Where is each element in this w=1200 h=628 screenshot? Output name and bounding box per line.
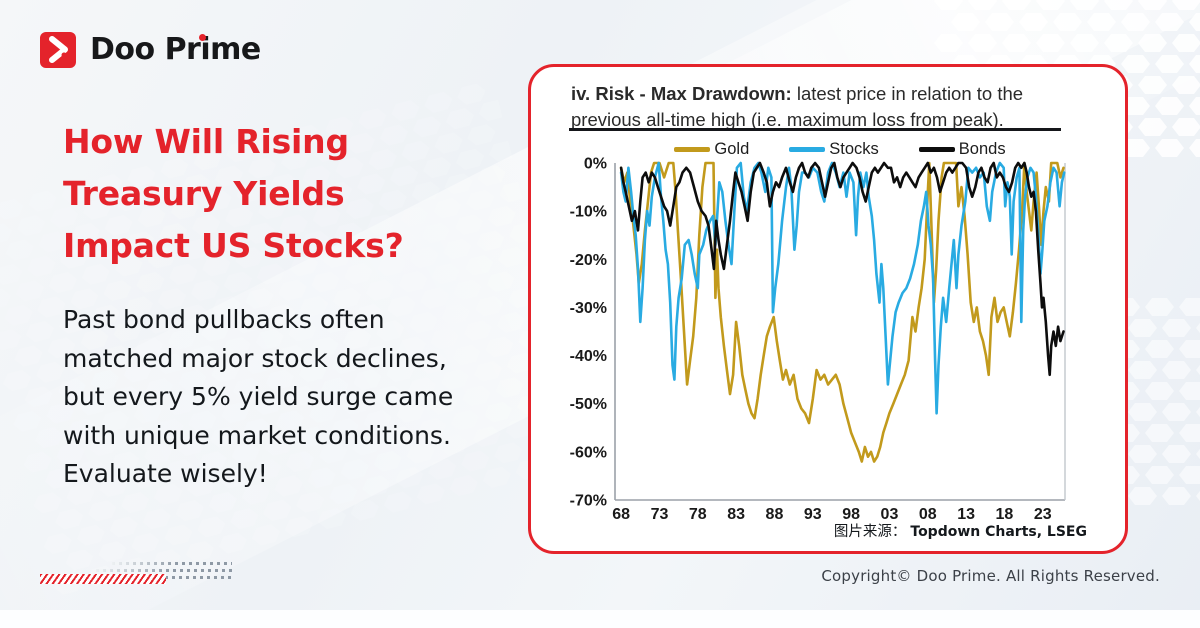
chart-line-gold bbox=[619, 161, 1065, 463]
source-note: 图片来源： Topdown Charts, LSEG bbox=[834, 520, 1087, 541]
dot-grid-decoration bbox=[112, 562, 232, 565]
y-tick-label: 0% bbox=[584, 156, 607, 173]
source-text: Topdown Charts, LSEG bbox=[910, 524, 1087, 540]
dot-grid-decoration bbox=[96, 569, 232, 572]
y-tick-label: -40% bbox=[570, 348, 607, 365]
body-line: Evaluate wisely! bbox=[63, 459, 268, 488]
x-tick-label: 78 bbox=[689, 506, 707, 523]
stocks-line-swatch bbox=[789, 147, 826, 152]
brand-name-text: Doo Prime bbox=[90, 32, 261, 67]
chart-title: iv. Risk - Max Drawdown: latest price in… bbox=[571, 81, 1063, 132]
legend-label: Gold bbox=[714, 140, 750, 158]
bottom-strip bbox=[0, 610, 1200, 628]
chart-card: iv. Risk - Max Drawdown: latest price in… bbox=[528, 64, 1128, 554]
legend-item-gold: Gold bbox=[674, 140, 749, 159]
y-tick-label: -10% bbox=[570, 204, 607, 221]
y-tick-label: -30% bbox=[570, 300, 607, 317]
x-tick-label: 73 bbox=[651, 506, 669, 523]
y-tick-label: -60% bbox=[570, 444, 607, 461]
title-divider bbox=[569, 128, 1061, 131]
body-copy: Past bond pullbacks often matched major … bbox=[63, 301, 453, 494]
chart-line-bonds bbox=[619, 161, 1065, 377]
x-tick-label: 93 bbox=[804, 506, 822, 523]
x-tick-label: 68 bbox=[612, 506, 630, 523]
chart-title-bold: iv. Risk - Max Drawdown: bbox=[571, 83, 792, 104]
y-tick-label: -20% bbox=[570, 252, 607, 269]
headline-line: Treasury Yields bbox=[63, 174, 345, 213]
body-line: Past bond pullbacks often bbox=[63, 305, 385, 334]
brand-wordmark: Doo Prime bbox=[90, 31, 261, 69]
y-tick-label: -50% bbox=[570, 396, 607, 413]
bonds-line-swatch bbox=[918, 147, 955, 152]
chart-title-rest: latest price in relation to the previous… bbox=[571, 83, 1024, 130]
body-line: with unique market conditions. bbox=[63, 420, 451, 450]
logo-i-dot bbox=[199, 34, 206, 41]
body-line: matched major stock declines, bbox=[63, 343, 447, 373]
body-line: but every 5% yield surge came bbox=[63, 382, 454, 411]
source-prefix: 图片来源： bbox=[833, 524, 907, 540]
x-tick-label: 83 bbox=[727, 506, 745, 523]
red-hatch-bar-decoration bbox=[40, 574, 166, 584]
copyright-text: Copyright© Doo Prime. All Rights Reserve… bbox=[821, 567, 1160, 585]
headline-line: Impact US Stocks? bbox=[63, 226, 404, 265]
doo-prime-logo: Doo Prime bbox=[40, 31, 261, 69]
page-title: How Will Rising Treasury Yields Impact U… bbox=[63, 116, 404, 272]
y-tick-label: -70% bbox=[570, 493, 607, 510]
legend-item-bonds: Bonds bbox=[918, 140, 1006, 159]
headline-line: How Will Rising bbox=[63, 122, 349, 161]
chart-line-stocks bbox=[619, 161, 1066, 415]
legend-label: Bonds bbox=[958, 140, 1006, 158]
doo-prime-logo-icon bbox=[40, 32, 76, 68]
x-tick-label: 88 bbox=[766, 506, 784, 523]
gold-line-swatch bbox=[674, 147, 711, 152]
legend-item-stocks: Stocks bbox=[789, 140, 879, 159]
legend-label: Stocks bbox=[829, 140, 879, 158]
chart-legend: Gold Stocks Bonds bbox=[615, 140, 1065, 159]
